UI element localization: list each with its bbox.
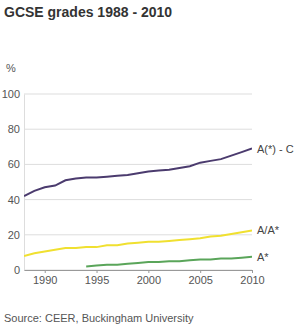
grid-line [24, 270, 252, 271]
y-tick: 60 [8, 158, 24, 170]
y-tick: 20 [8, 229, 24, 241]
x-tick-label: 1990 [33, 274, 57, 286]
grid-line [24, 199, 252, 200]
grid-line [24, 164, 252, 165]
x-tick-mark [45, 270, 46, 273]
y-tick-label: 40 [8, 194, 20, 206]
x-tick-label: 2005 [188, 274, 212, 286]
x-tick-mark [252, 270, 253, 273]
series-line [24, 149, 252, 197]
x-tick-label: 2010 [240, 274, 264, 286]
y-tick-label: 100 [2, 88, 20, 100]
x-axis-line [25, 270, 253, 271]
series-label: A/A* [257, 224, 280, 236]
y-tick: 0 [14, 264, 24, 276]
x-axis: 1990 1995 2000 2005 2010 [25, 270, 265, 286]
y-tick: 80 [8, 123, 24, 135]
grid [24, 94, 252, 270]
series-label: A* [257, 251, 269, 263]
y-axis-line [24, 95, 25, 271]
x-tick: 2010 [240, 270, 264, 286]
title: GCSE grades 1988 - 2010 [4, 4, 172, 20]
y-tick: 100 [2, 88, 24, 100]
y-tick-label: 0 [14, 264, 20, 276]
grid-line [24, 94, 252, 95]
x-tick-mark [148, 270, 149, 273]
x-tick: 1990 [33, 270, 57, 286]
x-tick: 1995 [85, 270, 109, 286]
y-tick-label: 80 [8, 123, 20, 135]
x-tick-mark [200, 270, 201, 273]
series-line [24, 230, 252, 256]
y-tick-label: 20 [8, 229, 20, 241]
series-line [86, 257, 252, 267]
x-tick-mark [97, 270, 98, 273]
x-tick-label: 1995 [85, 274, 109, 286]
x-tick: 2005 [188, 270, 212, 286]
x-tick-label: 2000 [137, 274, 161, 286]
lines [24, 149, 252, 267]
x-tick: 2000 [137, 270, 161, 286]
y-tick-label: 60 [8, 158, 20, 170]
y-tick: 40 [8, 194, 24, 206]
chart: GCSE grades 1988 - 2010% 0 20 40 60 80 100 1990… [0, 0, 304, 336]
grid-line [24, 129, 252, 130]
y-label: % [6, 62, 16, 74]
y-axis: 0 20 40 60 80 100 [2, 88, 25, 276]
series-label: A(*) - C [257, 143, 294, 155]
source: Source: CEER, Buckingham University [4, 312, 194, 324]
